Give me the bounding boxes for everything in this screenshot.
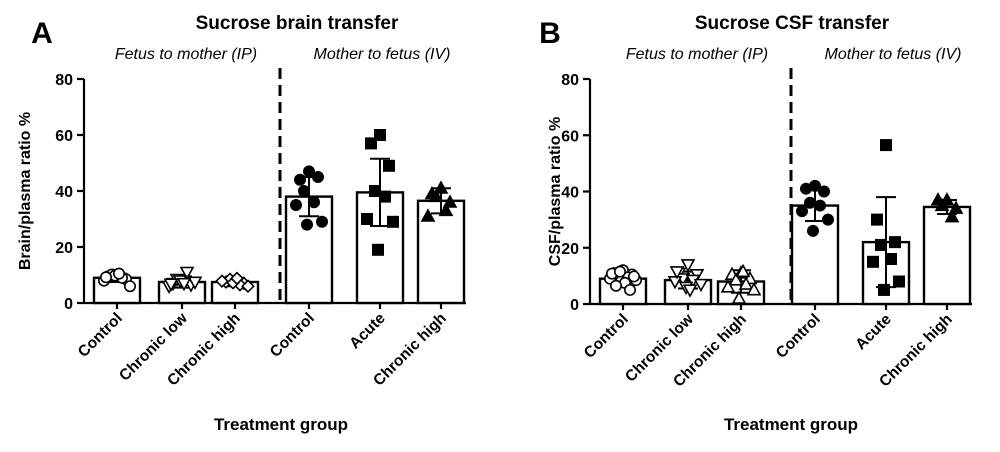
chart-title: Sucrose CSF transfer <box>695 13 890 34</box>
data-point <box>113 267 126 280</box>
data-point <box>813 199 826 212</box>
data-point <box>373 129 386 142</box>
data-point <box>888 236 901 249</box>
data-point <box>289 199 302 212</box>
y-tick-label: 0 <box>64 296 73 313</box>
data-point <box>442 194 458 208</box>
group-header: Fetus to mother (IP) <box>115 46 257 63</box>
data-point <box>806 224 819 237</box>
data-point <box>870 213 883 226</box>
data-point <box>609 279 622 292</box>
data-point <box>124 280 137 293</box>
data-point <box>311 171 324 184</box>
data-point <box>307 196 320 209</box>
data-point <box>100 271 113 284</box>
panel-letter: A <box>31 17 53 50</box>
x-tick-label: Control <box>773 311 824 362</box>
data-point <box>799 182 812 195</box>
data-point <box>817 185 830 198</box>
data-point <box>795 205 808 218</box>
data-point <box>433 180 449 194</box>
data-point <box>428 188 444 203</box>
x-tick-label: Acute <box>346 310 389 353</box>
data-point <box>693 278 709 293</box>
y-tick-label: 80 <box>561 72 579 89</box>
data-point <box>163 278 179 292</box>
y-axis-label: Brain/plasma ratio % <box>17 112 34 270</box>
data-point <box>731 290 747 304</box>
data-point <box>230 271 244 286</box>
data-point <box>728 272 744 286</box>
y-tick-label: 20 <box>561 241 579 258</box>
data-point <box>735 263 751 278</box>
data-point <box>438 202 454 217</box>
data-point <box>884 253 897 266</box>
data-point <box>879 139 892 152</box>
data-point <box>877 283 890 296</box>
data-point <box>746 282 762 296</box>
data-point <box>371 243 384 256</box>
data-point <box>934 197 950 212</box>
data-point <box>360 213 373 226</box>
data-point <box>667 275 683 290</box>
data-point <box>874 238 887 251</box>
x-tick-label: Control <box>267 310 318 361</box>
data-point <box>179 266 195 281</box>
x-axis-label: Treatment group <box>214 415 348 434</box>
data-point <box>293 173 306 186</box>
chart-panel-a: A Sucrose brain transfer Fetus to mother (… <box>17 13 466 434</box>
x-tick-label: Control <box>75 310 126 361</box>
x-tick-label: Control <box>581 311 632 362</box>
data-point <box>315 215 328 228</box>
x-tick-label: Acute <box>852 311 895 354</box>
data-point <box>613 265 626 278</box>
data-point <box>738 276 754 290</box>
data-point <box>215 274 229 288</box>
panel-letter: B <box>539 17 561 50</box>
data-point <box>300 218 313 231</box>
data-point <box>364 137 377 150</box>
data-point <box>368 185 381 198</box>
data-point <box>682 284 698 298</box>
bar <box>922 205 972 306</box>
data-point <box>803 196 816 209</box>
chart-title: Sucrose brain transfer <box>196 13 399 34</box>
y-tick-label: 40 <box>55 184 73 201</box>
data-point <box>821 213 834 226</box>
data-point <box>297 185 310 198</box>
y-axis-label: CSF/plasma ratio % <box>547 117 564 266</box>
group-header: Mother to fetus (IV) <box>825 46 962 63</box>
data-point <box>176 277 192 292</box>
y-tick-label: 80 <box>55 72 73 89</box>
data-point <box>866 255 879 268</box>
data-point <box>378 190 391 203</box>
data-point <box>420 208 436 222</box>
y-tick-label: 0 <box>570 297 579 314</box>
data-point <box>382 159 395 172</box>
data-point <box>386 215 399 228</box>
data-point <box>302 165 315 178</box>
data-point <box>944 208 960 223</box>
chart-panel-b: B Sucrose CSF transfer Fetus to mother (IP… <box>539 13 972 434</box>
y-tick-label: 20 <box>55 240 73 257</box>
y-tick-label: 60 <box>561 128 579 145</box>
y-tick-label: 40 <box>561 185 579 202</box>
group-header: Mother to fetus (IV) <box>314 46 451 63</box>
data-point <box>892 275 905 288</box>
data-point <box>241 279 255 294</box>
x-axis-label: Treatment group <box>724 415 858 434</box>
data-point <box>680 259 696 273</box>
data-point <box>623 283 636 296</box>
group-header: Fetus to mother (IP) <box>626 46 768 63</box>
data-point <box>187 276 203 290</box>
data-point <box>669 266 685 280</box>
data-point <box>720 279 736 293</box>
y-tick-label: 60 <box>55 128 73 145</box>
data-point <box>948 200 964 214</box>
data-point <box>627 270 640 283</box>
